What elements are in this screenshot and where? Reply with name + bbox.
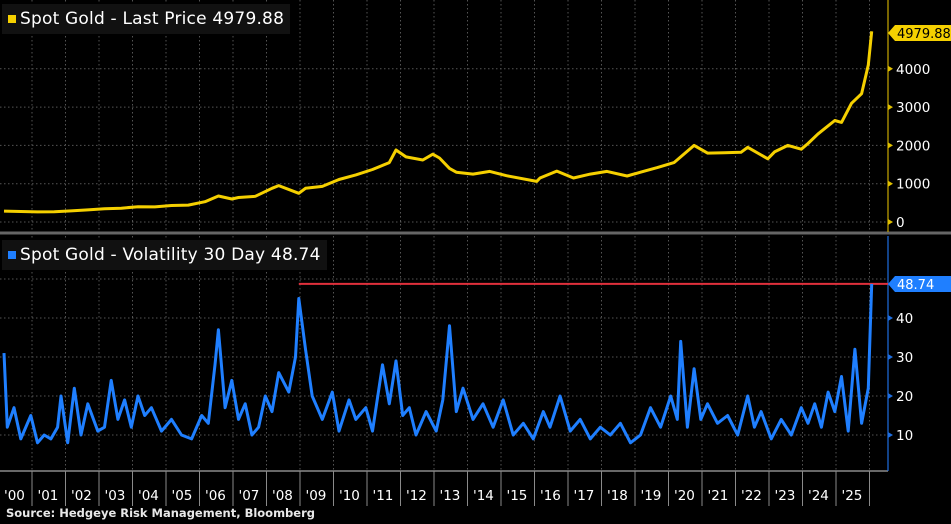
price-y-ticks: 0 1000 2000 3000 4000 — [888, 62, 930, 231]
svg-text:'10: '10 — [339, 488, 360, 504]
svg-text:'02: '02 — [71, 488, 92, 504]
volatility-last-value-tag: 48.74 — [888, 276, 951, 293]
svg-text:'17: '17 — [574, 488, 595, 504]
volatility-legend-value: 48.74 — [270, 245, 321, 265]
yellow-square-icon — [8, 15, 16, 23]
volatility-gridlines — [0, 278, 888, 436]
svg-text:'14: '14 — [473, 488, 494, 504]
svg-text:'00: '00 — [4, 488, 25, 504]
svg-text:'15: '15 — [507, 488, 528, 504]
svg-text:30: 30 — [896, 350, 913, 366]
price-gridlines — [0, 68, 888, 223]
svg-text:4000: 4000 — [896, 62, 930, 78]
svg-text:'21: '21 — [708, 488, 729, 504]
svg-text:0: 0 — [896, 215, 905, 231]
svg-text:'06: '06 — [205, 488, 226, 504]
svg-text:'12: '12 — [406, 488, 427, 504]
svg-text:'07: '07 — [239, 488, 260, 504]
price-legend: Spot Gold - Last Price 4979.88 — [2, 4, 291, 34]
svg-text:10: 10 — [896, 428, 913, 444]
svg-text:'25: '25 — [842, 488, 863, 504]
svg-text:'11: '11 — [373, 488, 394, 504]
price-last-value: 4979.88 — [897, 27, 951, 42]
svg-text:20: 20 — [896, 389, 913, 405]
svg-text:'23: '23 — [775, 488, 796, 504]
x-axis-year-labels: '00 '01 '02 '03 '04 '05 '06 '07 '08 '09 '10 '11 '12 '… — [4, 471, 870, 506]
svg-text:'03: '03 — [105, 488, 126, 504]
svg-text:'09: '09 — [306, 488, 327, 504]
volatility-legend: Spot Gold - Volatility 30 Day 48.74 — [2, 240, 327, 270]
svg-text:40: 40 — [896, 311, 913, 327]
volatility-y-ticks: 10 20 30 40 — [888, 311, 913, 444]
svg-text:'18: '18 — [607, 488, 628, 504]
svg-text:'08: '08 — [272, 488, 293, 504]
blue-square-icon — [8, 251, 16, 259]
price-last-value-tag: 4979.88 — [888, 25, 951, 42]
svg-text:3000: 3000 — [896, 100, 930, 116]
svg-text:'04: '04 — [138, 488, 159, 504]
svg-text:'22: '22 — [741, 488, 762, 504]
volatility-legend-label: Spot Gold - Volatility 30 Day — [20, 245, 266, 265]
price-legend-value: 4979.88 — [212, 9, 285, 29]
svg-text:'13: '13 — [440, 488, 461, 504]
svg-text:'20: '20 — [674, 488, 695, 504]
svg-text:1000: 1000 — [896, 177, 930, 193]
volatility-series-line — [2, 283, 874, 445]
price-legend-label: Spot Gold - Last Price — [20, 9, 207, 29]
price-series-line — [3, 31, 874, 214]
volatility-last-value: 48.74 — [897, 278, 934, 293]
svg-text:'24: '24 — [808, 488, 829, 504]
svg-text:'19: '19 — [641, 488, 662, 504]
svg-text:2000: 2000 — [896, 138, 930, 154]
svg-text:'05: '05 — [172, 488, 193, 504]
svg-text:'16: '16 — [540, 488, 561, 504]
source-note: Source: Hedgeye Risk Management, Bloombe… — [6, 506, 315, 520]
svg-text:'01: '01 — [38, 488, 59, 504]
